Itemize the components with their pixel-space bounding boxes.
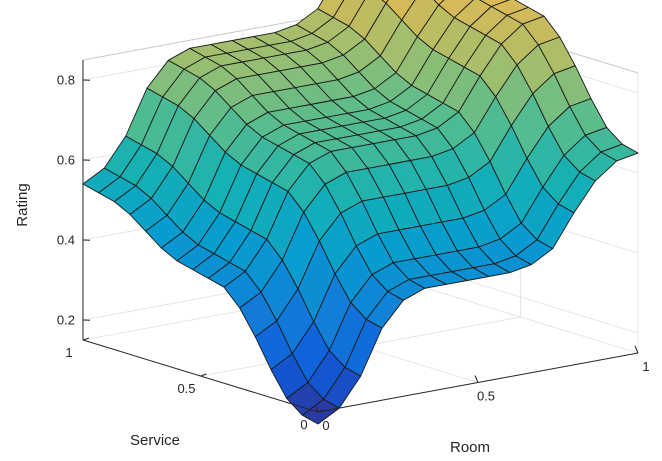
x-axis-label: Room (450, 439, 490, 456)
x-tick-mark (474, 375, 479, 383)
axes-front (82, 60, 639, 413)
y-tick-label: 1 (65, 345, 72, 360)
x-tick-label: 0.5 (477, 389, 495, 404)
z-tick-label: 0.4 (57, 233, 75, 248)
y-axis-label: Service (130, 432, 180, 449)
x-tick-mark (314, 404, 319, 413)
z-tick-label: 0.2 (57, 313, 75, 328)
z-tick-label: 0.8 (57, 73, 75, 88)
y-tick-label: 0.5 (177, 381, 195, 396)
x-tick-label: 1 (642, 359, 649, 374)
z-axis-label: Rating (14, 183, 31, 226)
z-tick-label: 0.6 (57, 153, 75, 168)
surface-patch (433, 0, 445, 6)
y-tick-mark (200, 373, 207, 377)
x-tick-label: 0 (322, 418, 329, 433)
y-tick-label: 0 (300, 417, 307, 432)
surface-mesh (82, 0, 639, 425)
x-tick-mark (634, 345, 639, 354)
tick-labels: 0.2 0.4 0.6 0.8 0 0.5 1 0 0.5 1 (57, 73, 650, 434)
y-tick-mark (317, 409, 325, 413)
y-tick-mark (82, 337, 90, 341)
